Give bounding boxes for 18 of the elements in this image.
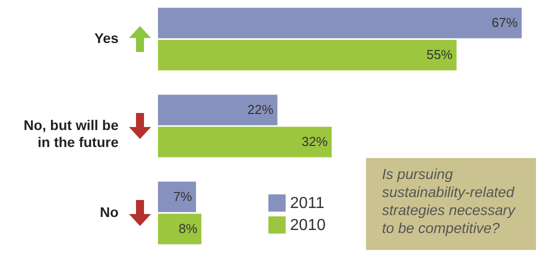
data-label: 8% <box>178 221 198 236</box>
y-tick-label: No, but will be in the future <box>24 117 119 150</box>
y-tick-label: No <box>100 204 118 220</box>
annotation: Is pursuing sustainability-related strategies necessary to be competitive? <box>366 158 536 250</box>
bar <box>158 40 457 70</box>
bar <box>158 214 202 244</box>
legend-label: 2011 <box>290 195 325 212</box>
data-label: 32% <box>302 134 328 150</box>
legend-label: 2010 <box>290 217 326 234</box>
data-label: 7% <box>173 188 192 204</box>
y-tick-label: Yes <box>94 30 119 46</box>
data-label: 22% <box>247 102 274 117</box>
bar <box>158 126 332 158</box>
bar <box>158 182 196 212</box>
bar <box>158 94 278 126</box>
data-label: 55% <box>426 47 453 62</box>
data-label: 67% <box>492 14 518 30</box>
bar <box>158 8 522 38</box>
